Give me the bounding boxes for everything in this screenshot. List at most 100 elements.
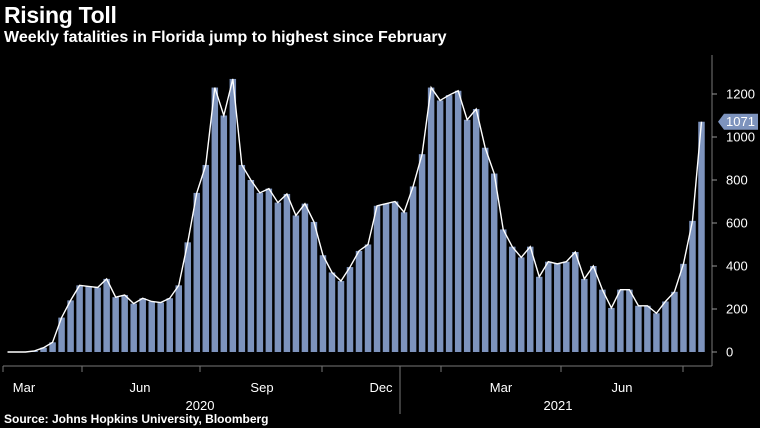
bar [328,272,336,352]
y-tick-label: 800 [726,173,748,188]
bar [481,147,489,352]
bar [445,95,453,352]
bar [76,285,83,352]
bar [545,261,552,352]
bar [382,203,390,352]
bar [94,287,101,352]
bar [608,307,615,352]
bar [265,188,273,352]
bar [148,301,155,352]
bar [310,221,318,352]
bar [373,205,381,352]
bar [572,252,579,352]
x-tick-label: Mar [13,380,36,395]
x-year-label: 2021 [544,398,573,413]
bar [454,90,462,353]
bar [635,305,642,352]
bar [527,246,534,352]
bar [617,289,624,352]
bar [292,215,300,352]
source-note: Source: Johns Hopkins University, Bloomb… [4,412,269,426]
bar [166,298,173,352]
callout-label: 1071 [726,114,755,129]
x-year-label: 2020 [186,398,215,413]
bar [121,295,128,352]
bar [427,87,435,353]
bar [418,154,426,352]
bar [463,119,471,352]
x-axis-ticks: Mar Jun Sep Dec Mar Jun 2020 2021 [2,366,684,414]
x-tick-label: Jun [612,380,633,395]
bar [319,255,327,352]
bar [581,278,588,352]
bar [175,285,182,352]
bar [211,87,219,353]
x-tick-label: Mar [490,380,513,395]
bar [139,298,146,352]
bar [626,289,633,352]
bar [346,267,354,352]
latest-value-callout: 1071 [718,113,758,130]
bar [157,302,164,352]
x-tick-label: Jun [130,380,151,395]
bar [590,266,597,352]
bar [391,201,399,352]
bar [364,244,372,352]
bar [337,281,345,352]
y-tick-label: 600 [726,216,748,231]
bar [644,305,651,352]
y-axis-ticks: 0 200 400 600 800 1000 1200 [712,87,755,360]
bar [202,164,210,352]
y-tick-label: 1000 [726,130,755,145]
bar [563,261,570,352]
bar [49,342,56,352]
bar [689,220,696,352]
bar [671,291,678,352]
bar [499,229,507,352]
bar [130,303,137,353]
bar [436,100,444,352]
bar [274,202,282,352]
bar [536,276,543,352]
bar [283,193,291,352]
bar [355,250,363,352]
bar [256,192,264,352]
bar [490,173,498,352]
bar [662,301,669,352]
series-line [7,78,703,353]
bar [554,263,561,352]
bar [220,115,228,352]
x-tick-label: Sep [250,380,273,395]
bar [472,109,480,352]
bar [653,313,660,352]
chart-title: Rising Toll [4,2,117,28]
bar [698,121,705,352]
bar [103,278,110,352]
bar [409,186,417,352]
y-tick-label: 200 [726,302,748,317]
bar [85,286,92,352]
bars-group [31,78,705,353]
bar [193,192,201,352]
y-tick-label: 400 [726,259,748,274]
bar [238,164,246,352]
callout-badge [718,113,758,130]
bar [229,78,237,352]
bar [680,263,687,352]
bar [58,317,65,352]
bar [247,180,255,352]
chart-subtitle: Weekly fatalities in Florida jump to hig… [4,29,447,46]
bar [400,212,408,352]
bar [67,300,74,352]
bar [599,289,606,352]
x-tick-label: Dec [369,380,393,395]
bar [112,297,119,352]
y-tick-label: 1200 [726,87,755,102]
bar [40,347,47,352]
bar [508,246,516,352]
bar [517,257,525,352]
bar [184,242,192,352]
bar [301,203,309,352]
y-tick-label: 0 [726,345,733,360]
